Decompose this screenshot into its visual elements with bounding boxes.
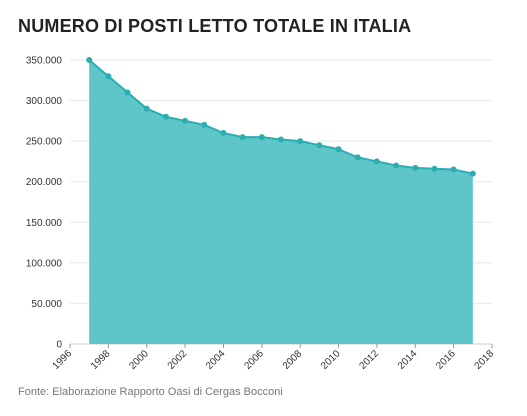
source-note: Fonte: Elaborazione Rapporto Oasi di Cer… <box>18 386 283 398</box>
data-point <box>354 154 361 161</box>
data-point <box>412 164 419 171</box>
y-tick-label: 200.000 <box>26 177 63 188</box>
data-point <box>469 170 476 177</box>
y-tick-label: 100.000 <box>26 258 63 269</box>
area-fill <box>89 60 473 344</box>
data-point <box>393 162 400 169</box>
data-point <box>258 134 265 141</box>
y-tick-label: 350.000 <box>26 56 63 67</box>
data-point <box>220 130 227 137</box>
data-point <box>278 136 284 143</box>
data-point <box>124 89 131 96</box>
chart-title: NUMERO DI POSTI LETTO TOTALE IN ITALIA <box>18 16 412 36</box>
data-point <box>86 57 93 63</box>
x-tick-label: 1998 <box>89 348 113 372</box>
data-point <box>105 73 112 80</box>
x-axis: 1996 1998 2000 2002 2004 2006 2008 2010 2012 2014… <box>51 344 497 372</box>
x-tick-label: 1996 <box>51 348 75 372</box>
y-tick-label: 150.000 <box>26 218 63 229</box>
y-tick-label: 250.000 <box>26 137 63 148</box>
data-point <box>239 134 246 141</box>
y-axis: 0 50.000 100.000 150.000 200.000 250.000 300.0… <box>26 56 63 351</box>
data-point <box>316 142 323 149</box>
data-point <box>182 117 189 124</box>
y-tick-label: 0 <box>56 340 62 351</box>
data-point <box>450 166 457 173</box>
y-tick-label: 300.000 <box>26 96 63 107</box>
x-tick-label: 2010 <box>319 348 343 372</box>
data-point <box>431 165 438 172</box>
x-tick-label: 2004 <box>204 348 228 372</box>
data-point <box>162 113 169 120</box>
x-tick-label: 2016 <box>434 348 458 372</box>
data-point <box>373 158 380 165</box>
data-point <box>143 105 150 112</box>
x-tick-label: 2012 <box>358 348 382 372</box>
x-tick-label: 2018 <box>473 348 497 372</box>
data-point <box>335 146 342 153</box>
data-point <box>297 138 304 145</box>
y-tick-label: 50.000 <box>31 299 62 310</box>
x-tick-label: 2002 <box>166 348 190 372</box>
x-tick-label: 2014 <box>396 348 420 372</box>
area-series <box>86 57 476 344</box>
x-tick-label: 2008 <box>281 348 305 372</box>
x-tick-label: 2006 <box>242 348 266 372</box>
x-tick-label: 2000 <box>127 348 151 372</box>
data-point <box>201 121 208 128</box>
